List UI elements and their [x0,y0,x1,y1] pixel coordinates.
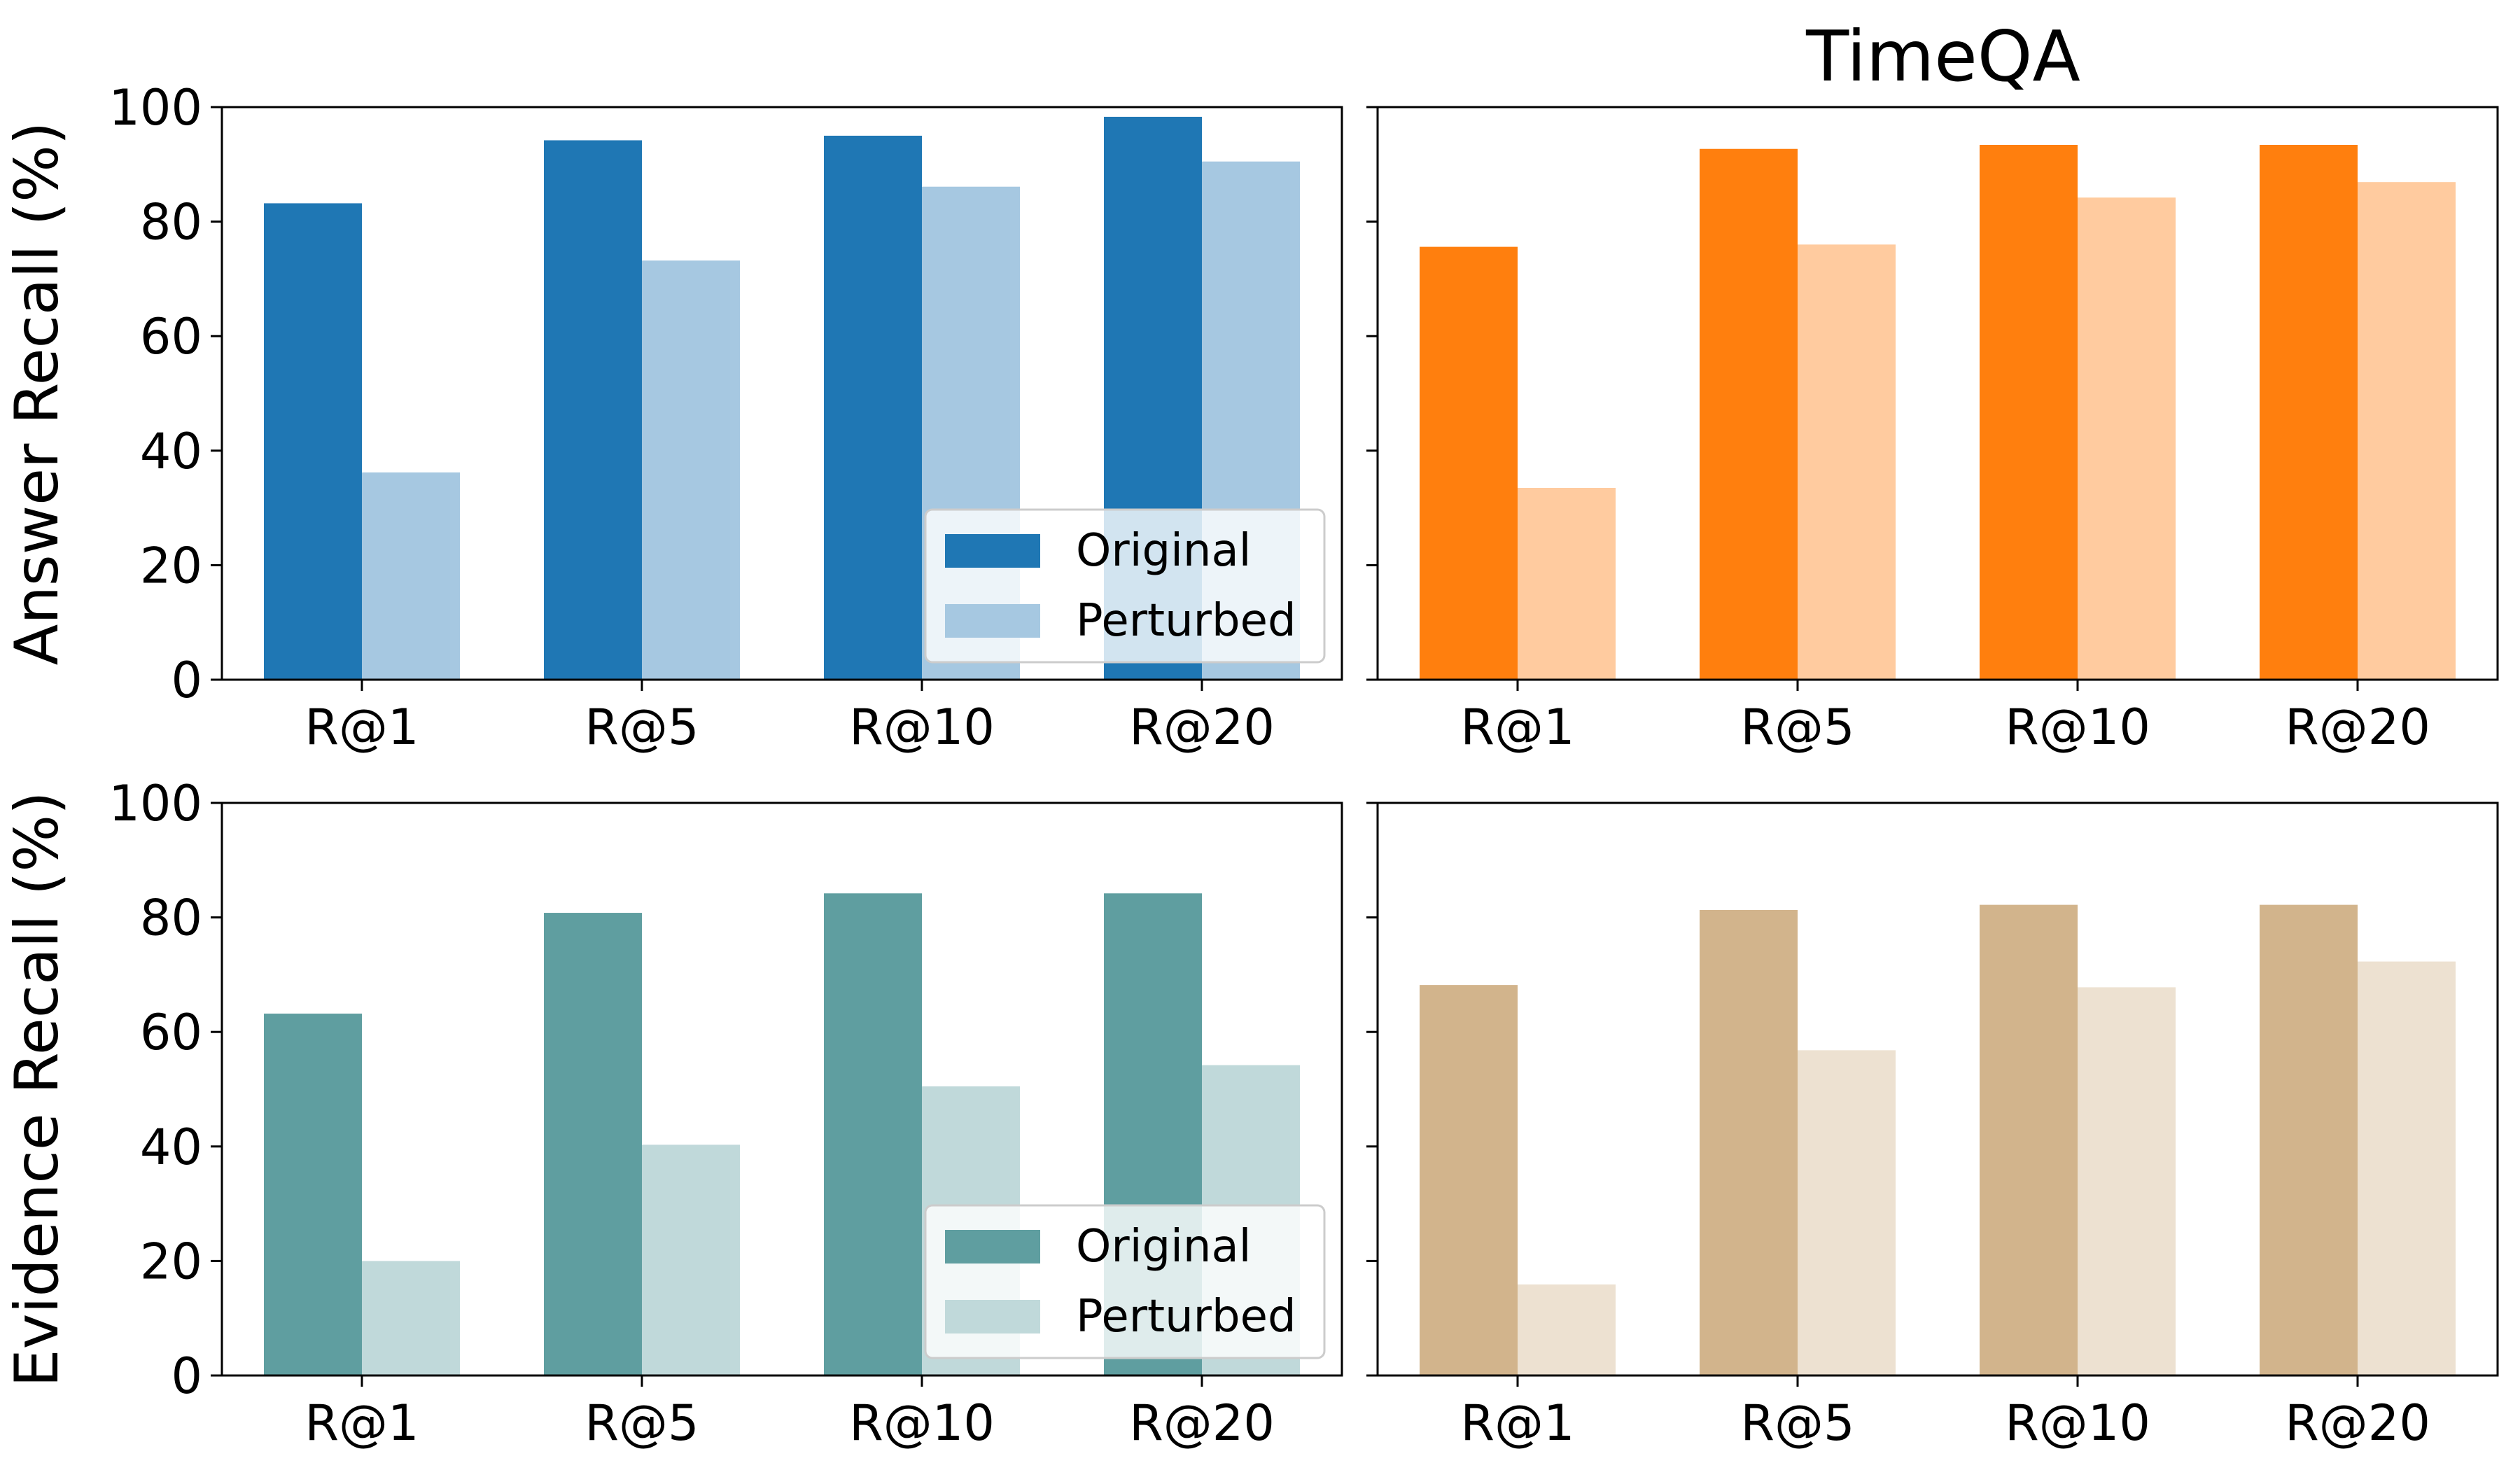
bar-bottom-left-s0-r10 [824,893,922,1376]
x-tick-label-top-left-1: R@5 [584,699,699,756]
legend-label-bottom-left-0: Original [1076,1221,1251,1273]
bar-top-right-s1-r5 [1798,244,1896,680]
y-tick-label-top-left-2: 40 [140,423,202,480]
bar-top-right-s0-r1 [1420,246,1518,680]
bar-bottom-right-s1-r20 [2358,961,2456,1376]
legend-label-bottom-left-1: Perturbed [1076,1291,1296,1343]
y-tick-label-top-left-5: 100 [108,79,202,136]
legend-swatch-bottom-left-0 [945,1230,1040,1264]
legend-top-left: Original Perturbed [924,508,1326,664]
y-tick-label-bottom-left-2: 40 [140,1119,202,1176]
x-tick-label-bottom-right-1: R@5 [1740,1394,1854,1452]
y-tick-label-bottom-left-4: 80 [140,890,202,947]
legend-swatch-top-left-0 [945,534,1040,568]
chart-panel-bottom-right: R@1 R@5 R@10 R@20 [1366,802,2499,1452]
bar-top-right-s1-r10 [2078,197,2176,680]
chart-panel-top-right: R@1 R@5 R@10 R@20 [1366,106,2499,756]
bar-bottom-right-s1-r5 [1798,1050,1896,1376]
bar-bottom-left-s1-r1 [362,1261,460,1376]
x-tick-label-top-left-2: R@10 [849,699,995,756]
x-tick-label-top-right-2: R@10 [2005,699,2150,756]
bar-bottom-left-s1-r5 [642,1144,740,1376]
bar-bottom-right-s0-r1 [1420,985,1518,1376]
legend-swatch-top-left-1 [945,604,1040,638]
y-tick-label-top-left-4: 80 [140,194,202,251]
x-tick-label-bottom-left-0: R@1 [304,1394,419,1452]
bar-top-right-s0-r10 [1980,144,2078,680]
figure-title: TimeQA [1805,15,2080,97]
chart-panel-top-left: R@1 R@5 R@10 R@20 0 20 40 60 80 100 Answer Recall … [2,79,1343,756]
y-tick-label-top-left-0: 0 [171,652,202,709]
plot-frame-bottom-right [1376,802,2499,1377]
y-tick-label-bottom-left-3: 60 [140,1004,202,1061]
bar-top-right-s1-r20 [2358,182,2456,680]
plot-frame-top-right [1376,106,2499,681]
bar-top-right-s1-r1 [1518,487,1616,680]
bar-bottom-right-s0-r20 [2260,904,2358,1376]
x-tick-label-bottom-left-1: R@5 [584,1394,699,1452]
x-tick-label-top-left-0: R@1 [304,699,419,756]
bar-top-left-s0-r10 [824,135,922,680]
x-tick-label-bottom-left-3: R@20 [1129,1394,1275,1452]
y-tick-label-top-left-1: 20 [140,537,202,594]
y-axis-label-bottom-left: Evidence Recall (%) [2,791,72,1387]
bar-top-left-s1-r1 [362,472,460,680]
x-tick-label-bottom-right-2: R@10 [2005,1394,2150,1452]
bar-bottom-right-s1-r10 [2078,987,2176,1376]
x-tick-label-top-right-1: R@5 [1740,699,1854,756]
legend-swatch-bottom-left-1 [945,1300,1040,1334]
plot-frame-top-left [220,106,1343,681]
y-tick-label-bottom-left-1: 20 [140,1233,202,1290]
plot-frame-bottom-left [220,802,1343,1377]
y-tick-label-bottom-left-5: 100 [108,775,202,832]
x-tick-label-bottom-right-3: R@20 [2285,1394,2430,1452]
y-axis-label-top-left: Answer Recall (%) [2,122,72,666]
legend-label-top-left-1: Perturbed [1076,595,1296,647]
x-tick-label-top-right-0: R@1 [1460,699,1574,756]
legend-bottom-left: Original Perturbed [924,1204,1326,1359]
bar-top-left-s1-r5 [642,260,740,680]
chart-panel-bottom-left: R@1 R@5 R@10 R@20 0 20 40 60 80 100 Evidence Recal… [2,775,1343,1452]
bar-top-right-s0-r20 [2260,144,2358,680]
bar-bottom-right-s0-r5 [1700,909,1798,1376]
bar-bottom-right-s1-r1 [1518,1284,1616,1376]
x-tick-label-top-left-3: R@20 [1129,699,1275,756]
bar-bottom-left-s0-r1 [264,1014,362,1376]
bar-bottom-left-s0-r5 [544,913,642,1376]
bar-top-left-s0-r1 [264,203,362,680]
x-tick-label-bottom-left-2: R@10 [849,1394,995,1452]
bar-top-left-s0-r5 [544,140,642,680]
y-tick-label-top-left-3: 60 [140,308,202,365]
y-tick-label-bottom-left-0: 0 [171,1348,202,1405]
legend-label-top-left-0: Original [1076,525,1251,577]
x-tick-label-bottom-right-0: R@1 [1460,1394,1574,1452]
x-tick-label-top-right-3: R@20 [2285,699,2430,756]
bar-bottom-right-s0-r10 [1980,904,2078,1376]
bar-top-right-s0-r5 [1700,148,1798,680]
